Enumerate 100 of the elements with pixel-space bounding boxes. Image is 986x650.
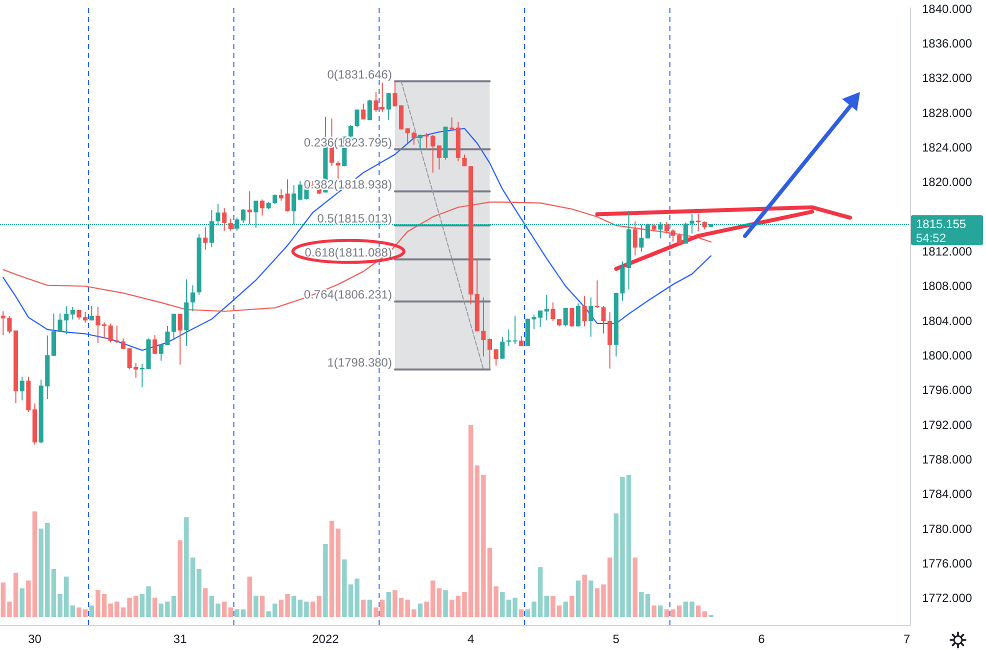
y-tick-label: 1804.000 <box>922 314 972 328</box>
bar <box>652 605 656 617</box>
candlestick <box>367 99 372 121</box>
candlestick <box>70 306 75 320</box>
candlestick <box>120 338 126 350</box>
x-tick-label: 2022 <box>312 632 340 646</box>
candlestick <box>102 322 107 339</box>
bar <box>418 604 423 617</box>
candlestick <box>272 194 278 204</box>
y-tick-label: 1836.000 <box>922 36 972 51</box>
bar <box>386 592 392 617</box>
candlestick <box>354 109 360 128</box>
y-tick-label: 1808.000 <box>922 279 972 294</box>
y-tick-label: 1800.000 <box>922 348 972 362</box>
candlestick <box>172 313 176 341</box>
series-label: 0(1831.646) <box>327 67 392 82</box>
bar <box>582 574 587 617</box>
y-tick-label: 1824.000 <box>922 140 972 155</box>
x-tick-label: 5 <box>612 632 620 646</box>
x-tick-label: 30 <box>28 632 42 646</box>
candlestick <box>481 296 486 357</box>
y-tick-label: 1780.000 <box>922 522 972 536</box>
candlestick <box>348 124 354 139</box>
candlestick <box>222 208 227 232</box>
candlestick <box>450 116 454 131</box>
y-tick-label: 1796.000 <box>922 383 972 398</box>
y-tick-label: 1784.000 <box>922 487 972 502</box>
bar <box>544 596 549 617</box>
bar <box>588 580 594 617</box>
bar <box>316 596 322 617</box>
bar <box>632 557 638 617</box>
y-tick-label: 1776.000 <box>922 556 972 570</box>
bar <box>658 605 663 617</box>
candlestick <box>20 376 24 401</box>
bar <box>260 596 265 617</box>
candlestick <box>582 296 587 327</box>
bar <box>563 602 568 617</box>
candlestick <box>190 284 196 312</box>
candlestick <box>392 80 398 107</box>
series-label: 1(1798.380) <box>327 356 392 370</box>
candlestick <box>576 302 581 328</box>
x-tick-label: 6 <box>758 632 766 646</box>
candlestick <box>418 134 423 150</box>
x-tick-label: 7 <box>903 632 910 646</box>
candlestick <box>608 312 612 370</box>
candlestick <box>361 103 366 120</box>
candlestick <box>285 178 290 212</box>
bar <box>449 600 454 617</box>
bar <box>291 596 296 617</box>
bar <box>576 580 581 617</box>
line-series <box>2 202 712 312</box>
bar <box>323 544 328 617</box>
candlestick <box>544 294 549 321</box>
bar <box>89 605 94 617</box>
candlestick <box>519 335 524 346</box>
bar <box>152 598 158 617</box>
candlestick <box>336 160 340 180</box>
bar <box>518 609 524 617</box>
ref-line-label: 1815.155 <box>916 217 966 232</box>
bar <box>254 596 258 617</box>
y-tick-label: 1832.000 <box>922 71 972 86</box>
candlestick <box>588 296 594 338</box>
candlestick <box>512 315 518 344</box>
candlestick <box>436 144 442 170</box>
candlestick <box>494 348 498 366</box>
bar <box>247 576 252 617</box>
candlestick <box>260 199 265 216</box>
candlestick <box>178 313 182 366</box>
series-label: 0.5(1815.013) <box>317 211 392 226</box>
candlestick <box>96 306 100 344</box>
text: 54:52 <box>916 231 946 246</box>
bar <box>570 596 574 617</box>
x-tick-label: 4 <box>467 632 474 646</box>
y-tick-label: 1828.000 <box>922 106 972 120</box>
y-tick-label: 1772.000 <box>922 591 972 606</box>
bar <box>310 602 316 617</box>
bar <box>443 590 448 617</box>
bar <box>361 600 366 617</box>
candlestick <box>601 305 606 334</box>
candlestick <box>247 190 252 225</box>
candlestick <box>500 336 505 360</box>
y-tick-label: 1792.000 <box>922 418 972 432</box>
candlestick <box>632 220 638 256</box>
candlestick <box>696 213 701 232</box>
candlestick <box>203 226 208 250</box>
candlestick <box>89 305 94 321</box>
candlestick <box>487 338 492 370</box>
bar <box>222 602 227 617</box>
y-tick-label: 1840.000 <box>922 2 972 16</box>
candlestick <box>278 188 284 202</box>
candlestick <box>228 218 233 232</box>
candlestick <box>152 334 158 354</box>
candlestick <box>563 307 568 327</box>
y-tick-label: 1820.000 <box>922 175 972 190</box>
y-tick-label: 1788.000 <box>922 452 972 466</box>
bar <box>203 588 208 617</box>
bar <box>70 605 76 617</box>
bar <box>178 540 182 617</box>
bar <box>367 600 372 617</box>
y-tick-label: 1812.000 <box>922 244 972 259</box>
